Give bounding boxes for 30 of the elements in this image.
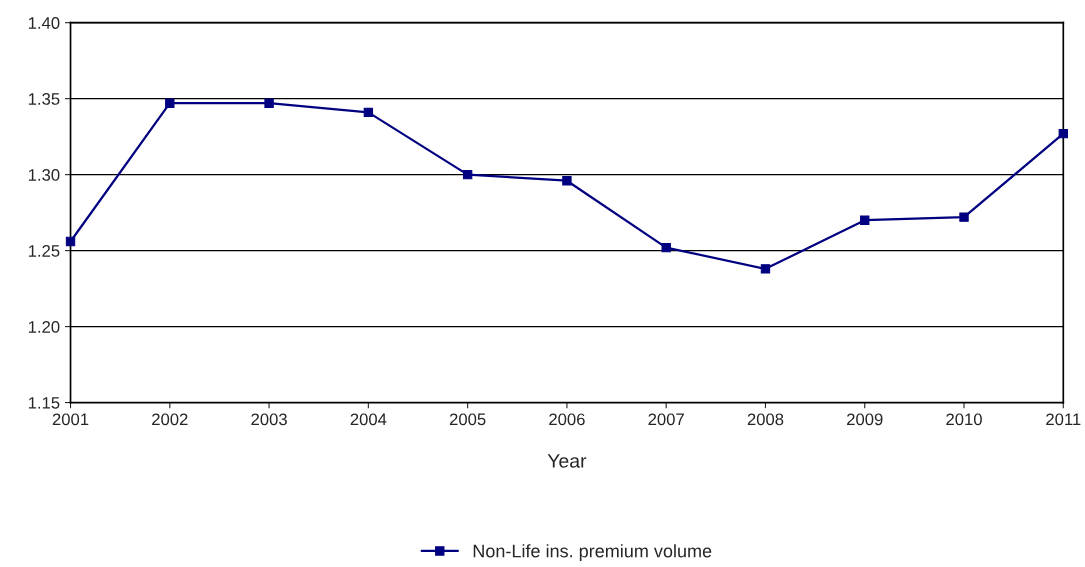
- x-tick-label: 2003: [251, 413, 287, 426]
- point: [462, 169, 473, 180]
- point: [264, 98, 274, 108]
- x-tick-label: 2006: [549, 413, 585, 426]
- legend-label: Non-Life ins. premium volume: [473, 544, 712, 562]
- point: [65, 236, 76, 247]
- x-tick-label: 2008: [747, 413, 784, 426]
- x-tick-label: 2011: [1046, 413, 1081, 426]
- x-tick-label: 2001: [52, 413, 89, 426]
- x-axis-title: Year: [547, 454, 587, 468]
- x-tick-label: 2007: [648, 413, 684, 426]
- x-tick-label: 2005: [449, 413, 486, 426]
- point: [562, 176, 572, 186]
- point: [1058, 128, 1068, 139]
- y-tick-label: 1.30: [28, 169, 60, 181]
- x-tick-label: 2002: [152, 413, 188, 426]
- point: [661, 242, 671, 253]
- y-tick-label: 1.40: [28, 17, 60, 29]
- point: [959, 212, 969, 222]
- point: [363, 107, 374, 118]
- x-tick-label: 2004: [350, 413, 387, 426]
- y-tick-label: 1.15: [28, 397, 60, 409]
- y-tick-label: 1.25: [28, 245, 60, 257]
- point: [165, 98, 175, 108]
- point: [860, 215, 870, 225]
- y-tick-label: 1.20: [28, 320, 60, 333]
- y-tick-label: 1.35: [28, 93, 60, 105]
- x-tick-label: 2009: [847, 413, 883, 426]
- point: [760, 264, 771, 274]
- x-tick-label: 2010: [946, 413, 982, 426]
